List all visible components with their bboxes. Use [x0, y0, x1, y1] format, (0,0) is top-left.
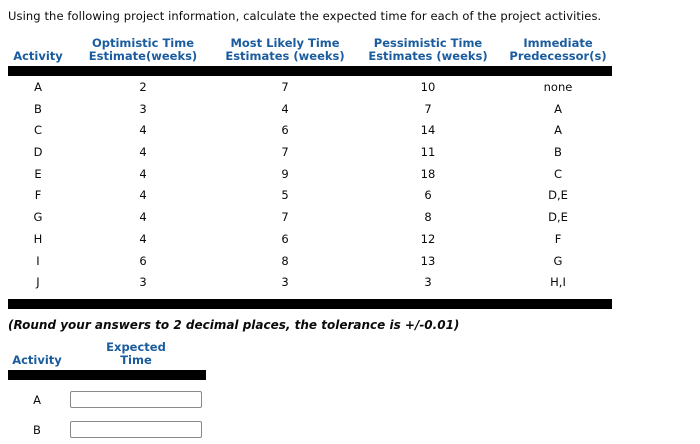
expected-time-input-a[interactable] [70, 391, 202, 408]
header-line: Immediate [523, 36, 593, 50]
cell-activity: I [36, 253, 40, 268]
cell-activity: D [33, 145, 43, 160]
cell-pessimistic: 12 [420, 231, 436, 246]
cell-most-likely: 7 [281, 210, 289, 225]
cell-optimistic: 4 [139, 166, 147, 181]
cell-activity: F [34, 188, 42, 203]
cell-optimistic: 4 [139, 145, 147, 160]
header-line: Predecessor(s) [509, 48, 607, 63]
cell-predecessors: D,E [548, 188, 568, 203]
cell-most-likely: 3 [281, 275, 289, 290]
cell-predecessors: A [554, 101, 562, 116]
cell-pessimistic: 18 [420, 166, 436, 181]
cell-optimistic: 4 [139, 188, 147, 203]
header-activity: Activity [8, 352, 66, 367]
cell-predecessors: A [554, 123, 562, 138]
answer-table-header-row: Activity Expected Time [8, 341, 206, 368]
header-line: Activity [13, 48, 63, 63]
cell-most-likely: 7 [281, 145, 289, 160]
header-line: Estimate(weeks) [88, 48, 198, 63]
cell-most-likely: 7 [281, 80, 289, 94]
cell-pessimistic: 6 [424, 188, 432, 203]
cell-activity: B [34, 101, 42, 116]
header-line: Expected [106, 340, 166, 354]
cell-activity: E [34, 166, 42, 181]
project-info-table: Activity Optimistic Time Estimate(weeks)… [8, 36, 612, 309]
cell-optimistic: 4 [139, 210, 147, 225]
table-header-divider-bar [8, 66, 612, 76]
header-pessimistic-time: Pessimistic Time Estimates (weeks) [352, 37, 504, 62]
header-expected-time: Expected Time [66, 341, 206, 366]
header-most-likely-time: Most Likely Time Estimates (weeks) [218, 37, 352, 62]
expected-time-answer-table: Activity Expected Time A B [8, 341, 206, 438]
project-table-header-row: Activity Optimistic Time Estimate(weeks)… [8, 36, 612, 63]
cell-most-likely: 8 [281, 253, 289, 268]
cell-pessimistic: 11 [420, 145, 436, 160]
cell-optimistic: 3 [139, 275, 147, 290]
header-line: Estimates (weeks) [368, 48, 488, 63]
header-activity: Activity [8, 48, 68, 63]
cell-optimistic: 6 [139, 253, 147, 268]
cell-optimistic: 4 [139, 123, 147, 138]
cell-activity: G [33, 210, 43, 225]
cell-predecessors: B [554, 145, 562, 160]
answer-activity-label: A [33, 392, 41, 407]
project-table-body: A 2 7 10 none B 3 4 7 A C 4 6 14 A D 4 7… [8, 76, 612, 294]
cell-predecessors: G [553, 253, 563, 268]
header-line: Most Likely Time [230, 36, 340, 50]
cell-most-likely: 9 [281, 166, 289, 181]
cell-most-likely: 4 [281, 101, 289, 116]
rounding-note: (Round your answers to 2 decimal places,… [8, 318, 460, 332]
cell-predecessors: C [553, 166, 563, 181]
header-line: Time [120, 352, 152, 367]
cell-activity: H [33, 231, 43, 246]
instruction-text: Using the following project information,… [8, 9, 602, 23]
cell-activity: J [36, 275, 40, 290]
cell-predecessors: F [554, 231, 562, 246]
cell-activity: C [33, 123, 43, 138]
cell-predecessors: H,I [550, 275, 566, 290]
cell-most-likely: 5 [281, 188, 289, 203]
header-optimistic-time: Optimistic Time Estimate(weeks) [68, 37, 218, 62]
cell-pessimistic: 7 [424, 101, 432, 116]
answer-header-divider-bar [8, 370, 206, 380]
cell-pessimistic: 14 [420, 123, 436, 138]
cell-optimistic: 3 [139, 101, 147, 116]
header-immediate-predecessors: Immediate Predecessor(s) [504, 37, 612, 62]
cell-predecessors: D,E [548, 210, 568, 225]
cell-pessimistic: 10 [420, 80, 436, 94]
cell-most-likely: 6 [281, 123, 289, 138]
header-line: Pessimistic Time [373, 36, 483, 50]
cell-predecessors: none [543, 80, 573, 94]
header-line: Optimistic Time [91, 36, 195, 50]
cell-optimistic: 4 [139, 231, 147, 246]
answer-activity-label: B [33, 422, 41, 437]
cell-optimistic: 2 [139, 80, 147, 94]
cell-pessimistic: 8 [424, 210, 432, 225]
cell-pessimistic: 3 [424, 275, 432, 290]
header-line: Estimates (weeks) [225, 48, 345, 63]
cell-activity: A [34, 80, 42, 94]
header-line: Activity [12, 352, 62, 367]
table-bottom-bar [8, 298, 612, 309]
answer-row-b: B [8, 421, 206, 438]
expected-time-input-b[interactable] [70, 421, 202, 438]
answer-row-a: A [8, 391, 206, 408]
cell-most-likely: 6 [281, 231, 289, 246]
cell-pessimistic: 13 [420, 253, 436, 268]
